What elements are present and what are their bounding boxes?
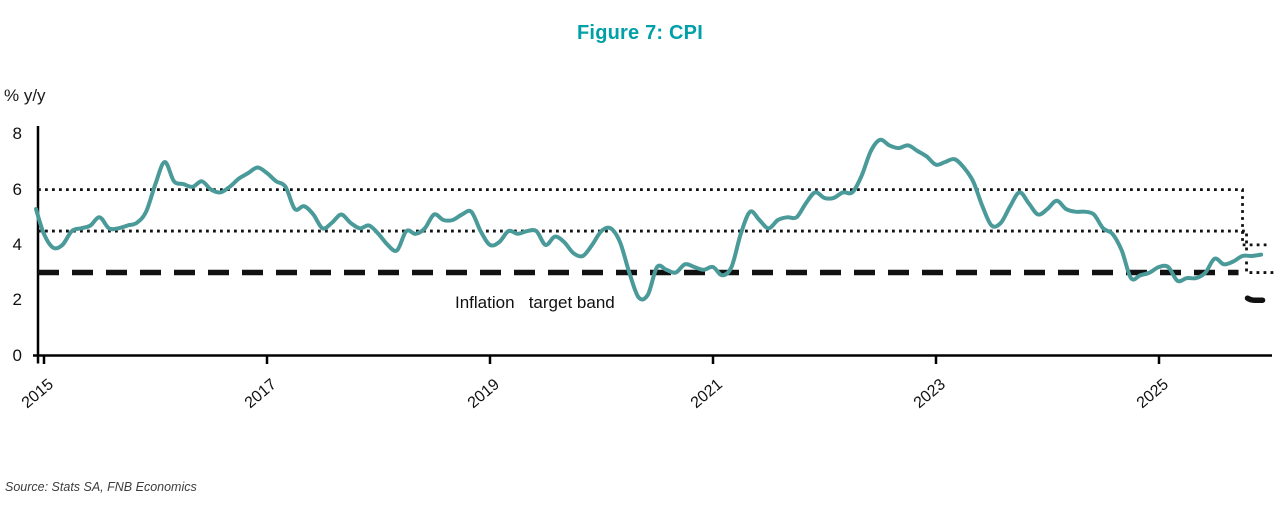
y-tick-label: 0 [12,345,22,365]
source-note: Source: Stats SA, FNB Economics [5,480,197,494]
y-tick-label: 6 [12,179,22,199]
y-tick-label: 8 [12,124,22,144]
y-tick-label: 2 [12,290,22,310]
inflation-target-line-new [1244,295,1266,303]
y-tick-label: 4 [12,234,22,254]
cpi-line [34,137,1264,302]
y-axis-unit-label: % y/y [4,86,46,105]
chart-title: Figure 7: CPI [577,22,703,44]
target-band-midpoint-line [38,229,1276,274]
inflation-target-band-annotation: Inflation target band [455,293,615,312]
target-band-upper-line [38,188,1268,247]
